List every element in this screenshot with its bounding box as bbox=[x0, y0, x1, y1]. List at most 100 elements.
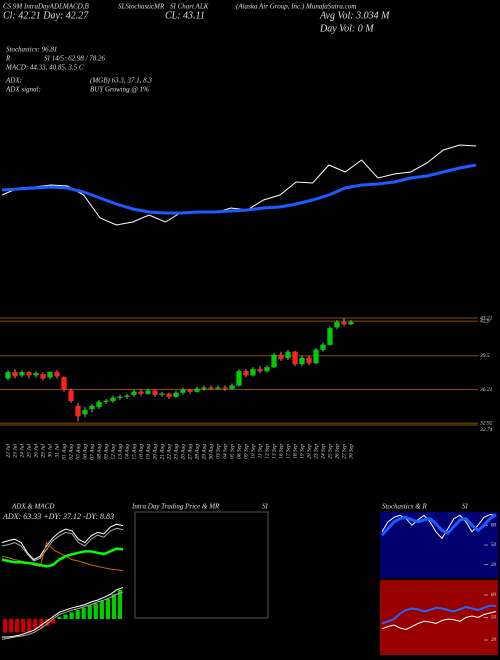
x-tick-label: 23 Aug bbox=[173, 444, 179, 460]
x-tick-label: 18 Sep bbox=[292, 444, 298, 459]
candle-body bbox=[131, 391, 137, 395]
candle-body bbox=[166, 393, 172, 397]
header-text: R bbox=[5, 55, 11, 63]
candle-body bbox=[306, 357, 312, 364]
x-tick-label: 19 Aug bbox=[145, 444, 151, 460]
x-tick-label: 25 Sep bbox=[327, 444, 333, 459]
candle-body bbox=[82, 409, 88, 415]
x-tick-label: 02 Aug bbox=[68, 444, 74, 460]
candle-body bbox=[124, 395, 130, 397]
x-tick-label: 01 Aug bbox=[61, 444, 67, 460]
histogram-bar bbox=[15, 619, 20, 633]
histogram-bar bbox=[33, 619, 38, 631]
x-tick-label: 29 Aug bbox=[201, 444, 207, 460]
panel-background bbox=[380, 580, 498, 655]
candle-body bbox=[96, 401, 102, 408]
candle-body bbox=[12, 372, 18, 377]
candle-body bbox=[19, 372, 25, 376]
header-text: ADX signal: bbox=[5, 86, 41, 94]
y-tick-label: 50 bbox=[491, 543, 497, 548]
level-label: 43.21 bbox=[480, 314, 493, 321]
x-tick-label: 09 Sep bbox=[243, 444, 249, 459]
histogram-bar bbox=[21, 619, 26, 633]
panel-border bbox=[134, 511, 269, 619]
panel-background bbox=[380, 512, 498, 578]
x-tick-label: 12 Sep bbox=[264, 444, 270, 459]
candle-body bbox=[271, 354, 277, 368]
panel-title: ADX & MACD bbox=[11, 503, 54, 511]
indicator-line bbox=[1, 547, 124, 568]
x-tick-label: 20 Aug bbox=[152, 444, 158, 460]
level-label: 42.9 bbox=[480, 317, 490, 324]
header-text: CL: 43.11 bbox=[165, 10, 205, 21]
candle-body bbox=[222, 387, 228, 389]
candle-body bbox=[54, 372, 60, 377]
indicator-line bbox=[1, 163, 477, 215]
x-tick-label: 17 Sep bbox=[285, 444, 291, 459]
x-tick-label: 10 Sep bbox=[250, 444, 256, 459]
candle-body bbox=[264, 366, 270, 372]
panel-title: Intra Day Trading Price & MR bbox=[131, 503, 220, 511]
candle-body bbox=[320, 344, 326, 350]
x-tick-label: 23 Sep bbox=[313, 444, 319, 459]
indicator-line bbox=[381, 514, 497, 540]
header-text: Stochastics: 96.81 bbox=[6, 46, 57, 54]
panel-label: ADX: 63.33 +DY: 37.12 -DY: 8.83 bbox=[2, 512, 114, 521]
candle-body bbox=[26, 372, 32, 376]
candle-body bbox=[229, 385, 235, 389]
histogram-bar bbox=[57, 616, 62, 619]
candle-body bbox=[257, 369, 263, 372]
x-tick-label: 27 Sep bbox=[341, 444, 347, 459]
candle-body bbox=[292, 351, 298, 365]
histogram-bar bbox=[69, 612, 74, 619]
header-text: SLStochasticMR bbox=[118, 3, 165, 11]
histogram-bar bbox=[51, 619, 56, 624]
y-tick-label: 20 bbox=[491, 563, 497, 568]
histogram-bar bbox=[105, 598, 110, 619]
x-tick-label: 11 Sep bbox=[257, 444, 263, 459]
x-tick-label: 30 Aug bbox=[208, 444, 214, 461]
candle-body bbox=[285, 351, 291, 359]
level-label: 39.5 bbox=[479, 353, 490, 359]
candle-body bbox=[187, 389, 193, 392]
x-tick-label: 07 Aug bbox=[89, 444, 95, 460]
candle-body bbox=[145, 390, 151, 394]
level-label: 32.92 bbox=[479, 420, 493, 426]
y-tick-label: 50 bbox=[491, 616, 497, 621]
histogram-bar bbox=[63, 614, 68, 619]
candle-body bbox=[236, 371, 242, 386]
histogram-bar bbox=[99, 601, 104, 619]
indicator-line bbox=[381, 611, 497, 631]
header-text: SI Chart ALK bbox=[170, 3, 209, 11]
panel-title: Stochastics & R bbox=[382, 503, 427, 511]
level-label: 32.74 bbox=[479, 426, 493, 433]
candle-body bbox=[243, 371, 249, 376]
x-tick-label: 30 Jul bbox=[47, 444, 53, 459]
panel-title: SI bbox=[262, 503, 269, 511]
header-text: SI 14/5: 62.98 / 78.26 bbox=[44, 55, 106, 63]
histogram-bar bbox=[2, 619, 8, 633]
x-tick-label: 31 Jul bbox=[54, 444, 60, 459]
x-tick-label: 15 Aug bbox=[131, 444, 137, 460]
candle-body bbox=[341, 322, 347, 325]
x-tick-label: 06 Aug bbox=[82, 444, 88, 460]
panel-title: SI bbox=[462, 503, 469, 511]
histogram-bar bbox=[75, 610, 80, 619]
header-text: (Alaska Air Group, Inc.) MunafaSutra.com bbox=[236, 3, 356, 11]
x-tick-label: 26 Sep bbox=[334, 444, 340, 459]
candle-body bbox=[215, 387, 221, 389]
candle-body bbox=[313, 349, 319, 364]
histogram-bar bbox=[93, 603, 98, 619]
histogram-bar bbox=[45, 619, 50, 626]
indicator-line bbox=[1, 144, 477, 226]
x-tick-label: 06 Sep bbox=[236, 444, 242, 459]
indicator-line bbox=[1, 527, 124, 562]
header-text: CS 9M IntraDayADLMACD,B bbox=[3, 3, 89, 11]
candle-body bbox=[117, 396, 123, 398]
histogram-bar bbox=[81, 607, 86, 619]
x-tick-label: 28 Aug bbox=[194, 444, 200, 460]
candle-body bbox=[47, 372, 53, 378]
candle-body bbox=[68, 390, 74, 402]
